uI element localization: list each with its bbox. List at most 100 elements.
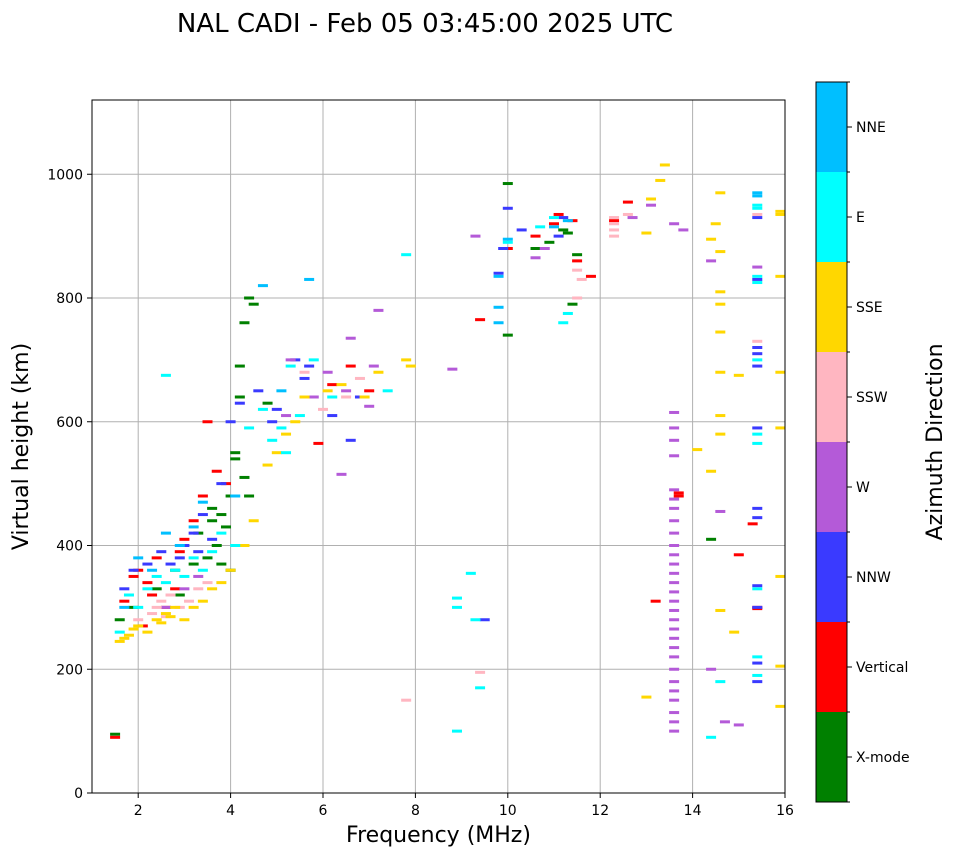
x-axis-label: Frequency (MHz) bbox=[346, 823, 531, 848]
data-point-x-mode bbox=[110, 732, 121, 736]
data-point-w bbox=[368, 364, 379, 368]
data-point-e bbox=[752, 587, 763, 591]
data-point-x-mode bbox=[174, 593, 185, 597]
data-point-sse bbox=[715, 608, 726, 612]
data-point-e bbox=[535, 225, 546, 229]
data-point-sse bbox=[401, 358, 412, 362]
data-point-w bbox=[706, 667, 717, 671]
data-point-w bbox=[715, 509, 726, 513]
data-point-w bbox=[669, 410, 680, 414]
data-point-ssw bbox=[354, 376, 365, 380]
data-point-e bbox=[475, 686, 486, 690]
data-point-w bbox=[752, 265, 763, 269]
data-point-e bbox=[465, 571, 476, 575]
data-point-e bbox=[715, 680, 726, 684]
data-point-x-mode bbox=[216, 513, 227, 517]
data-point-e bbox=[285, 364, 296, 368]
data-point-nne bbox=[549, 225, 559, 229]
data-point-ssw bbox=[572, 268, 583, 272]
data-point-x-mode bbox=[572, 253, 583, 257]
data-point-ssw bbox=[609, 216, 620, 220]
data-point-sse bbox=[248, 519, 259, 523]
data-point-e bbox=[562, 311, 573, 315]
data-point-sse bbox=[142, 630, 153, 634]
data-point-nne bbox=[493, 321, 504, 325]
data-point-sse bbox=[641, 695, 652, 699]
data-point-nnw bbox=[493, 271, 504, 275]
data-point-nne bbox=[752, 194, 763, 198]
y-tick-label: 600 bbox=[56, 415, 83, 431]
data-point-sse bbox=[133, 624, 144, 628]
data-point-vertical bbox=[364, 389, 375, 393]
data-point-e bbox=[151, 574, 162, 578]
data-point-ssw bbox=[475, 670, 486, 674]
colorbar: X-mode Vertical NNW W SSW SSE E NNE bbox=[815, 81, 910, 803]
data-point-sse bbox=[775, 212, 786, 216]
colorbar-segment bbox=[816, 262, 847, 352]
data-point-w bbox=[669, 426, 680, 430]
data-point-x-mode bbox=[230, 451, 241, 455]
data-point-nne bbox=[174, 544, 185, 547]
data-point-sse bbox=[160, 612, 171, 616]
data-point-w bbox=[669, 711, 680, 715]
colorbar-segment bbox=[816, 532, 847, 622]
data-point-nne bbox=[188, 525, 199, 529]
data-point-e bbox=[401, 253, 412, 257]
data-point-w bbox=[364, 404, 375, 408]
data-point-ssw bbox=[299, 370, 310, 374]
data-point-sse bbox=[405, 364, 416, 368]
data-point-e bbox=[470, 618, 481, 622]
data-point-ssw bbox=[147, 612, 158, 616]
data-point-e bbox=[752, 203, 763, 207]
colorbar-tick-label: SSW bbox=[856, 390, 888, 406]
data-point-sse bbox=[165, 615, 176, 619]
data-point-w bbox=[669, 618, 680, 622]
data-point-ssw bbox=[609, 228, 620, 232]
data-point-nnw bbox=[271, 407, 282, 411]
data-point-w bbox=[669, 571, 680, 575]
data-point-nnw bbox=[752, 426, 763, 430]
data-point-nne bbox=[502, 237, 513, 241]
data-point-x-mode bbox=[244, 296, 255, 300]
data-point-vertical bbox=[128, 574, 139, 578]
data-point-w bbox=[669, 438, 680, 442]
data-point-ssw bbox=[133, 618, 144, 622]
data-point-nnw bbox=[752, 216, 763, 220]
data-point-vertical bbox=[151, 556, 162, 560]
data-point-w bbox=[669, 720, 680, 724]
colorbar-tick-label: X-mode bbox=[856, 750, 910, 766]
data-point-vertical bbox=[673, 491, 684, 495]
data-point-sse bbox=[706, 469, 717, 473]
data-point-e bbox=[558, 321, 569, 325]
colorbar-tick-label: E bbox=[856, 210, 865, 226]
data-point-e bbox=[752, 655, 763, 659]
data-point-nnw bbox=[174, 556, 185, 560]
data-point-w bbox=[308, 395, 319, 399]
data-point-x-mode bbox=[558, 228, 569, 232]
colorbar-tick-label: NNW bbox=[856, 570, 891, 586]
data-point-x-mode bbox=[211, 544, 222, 547]
data-point-ssw bbox=[165, 593, 176, 597]
data-point-nnw bbox=[299, 376, 310, 380]
y-tick-label: 1000 bbox=[47, 167, 83, 183]
plot-frame bbox=[91, 99, 786, 794]
data-point-vertical bbox=[553, 212, 564, 216]
data-point-sse bbox=[775, 664, 786, 668]
data-point-ssw bbox=[622, 212, 633, 216]
data-point-w bbox=[669, 667, 680, 671]
data-point-vertical bbox=[549, 222, 559, 226]
data-point-w bbox=[345, 336, 356, 340]
data-point-nnw bbox=[516, 228, 527, 232]
data-point-x-mode bbox=[567, 302, 578, 306]
data-point-e bbox=[502, 240, 513, 244]
data-point-e bbox=[133, 605, 144, 609]
data-point-e bbox=[294, 414, 305, 418]
data-point-nnw bbox=[553, 234, 564, 238]
data-point-e bbox=[160, 581, 171, 585]
data-point-ssw bbox=[752, 212, 763, 216]
data-point-e bbox=[752, 673, 763, 677]
data-point-e bbox=[188, 556, 199, 560]
data-point-w bbox=[530, 256, 541, 260]
data-point-sse bbox=[775, 426, 786, 430]
data-point-vertical bbox=[650, 599, 661, 603]
